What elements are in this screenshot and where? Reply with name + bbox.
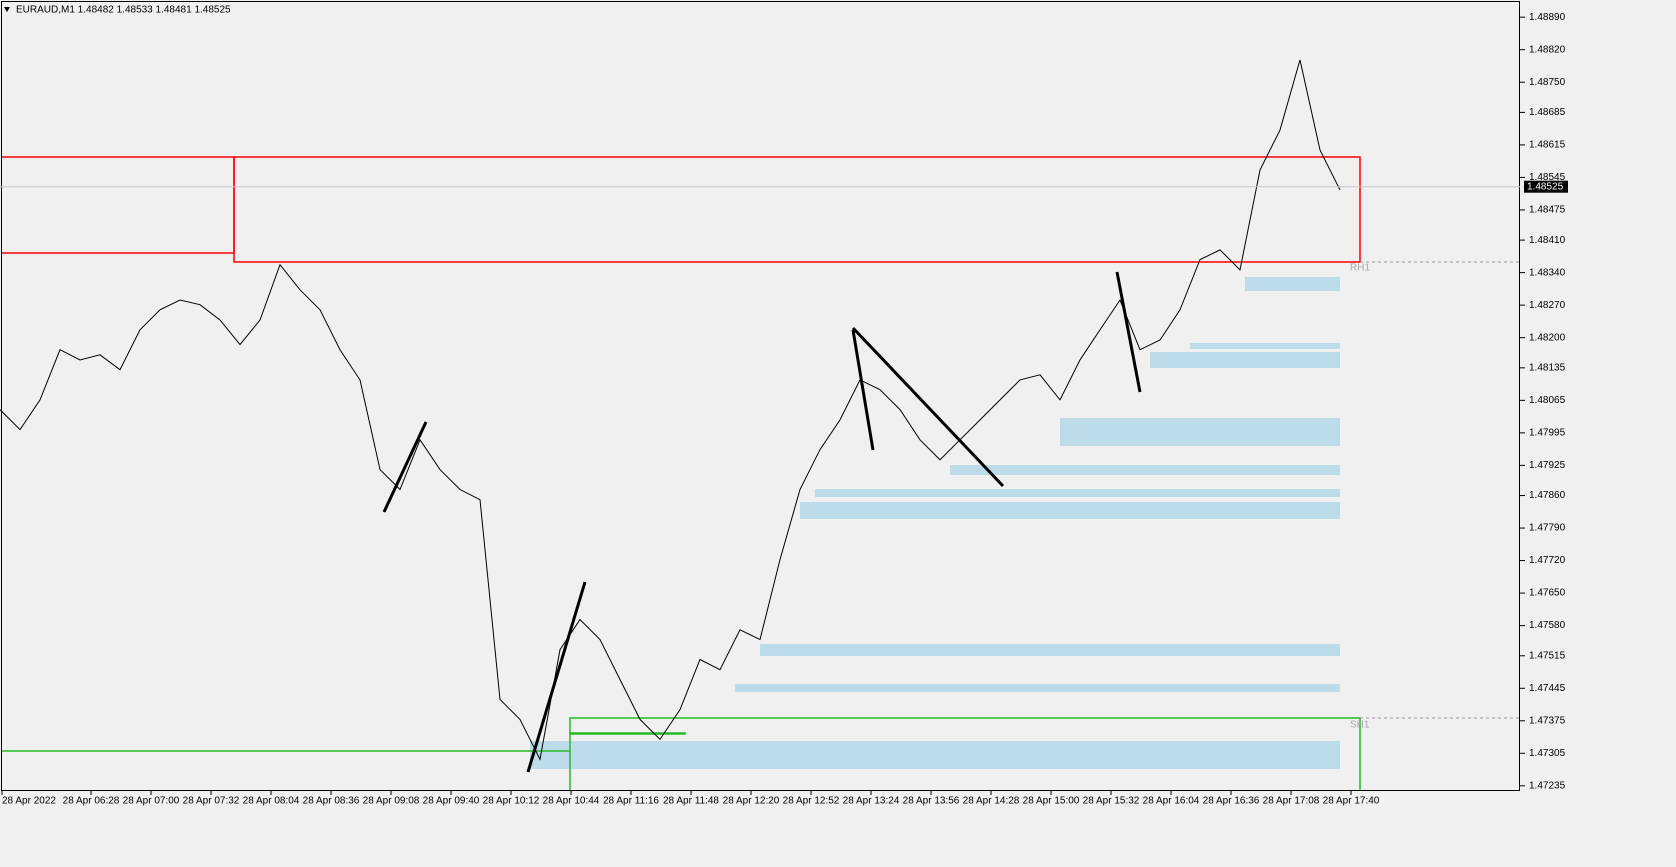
y-tick-label: 1.48410	[1529, 235, 1566, 246]
x-tick-label: 28 Apr 08:36	[303, 796, 360, 807]
zone	[800, 502, 1340, 519]
x-tick-label: 28 Apr 08:04	[243, 796, 300, 807]
menu-arrow[interactable]	[4, 7, 10, 12]
support-rect	[569, 717, 1361, 790]
y-tick-label: 1.47720	[1529, 555, 1566, 566]
y-tick-label: 1.48750	[1529, 77, 1566, 88]
y-tick-label: 1.48475	[1529, 205, 1566, 216]
x-tick-label: 28 Apr 13:24	[843, 796, 900, 807]
annotation: RH1	[1350, 263, 1370, 274]
x-tick-label: 28 Apr 11:48	[663, 796, 719, 807]
zone	[815, 489, 1340, 497]
y-tick-label: 1.47925	[1529, 460, 1566, 471]
zone	[950, 465, 1340, 475]
x-tick-label: 28 Apr 10:12	[483, 796, 540, 807]
trend-line	[851, 329, 875, 451]
y-tick-label: 1.47235	[1529, 780, 1566, 791]
y-tick-label: 1.47445	[1529, 683, 1566, 694]
zone	[760, 644, 1340, 656]
resistance-left	[2, 156, 235, 254]
y-tick-label: 1.48890	[1529, 12, 1566, 23]
x-tick-label: 28 Apr 06:28	[63, 796, 120, 807]
y-tick-label: 1.47580	[1529, 620, 1566, 631]
zone	[1190, 343, 1340, 349]
x-tick-label: 28 Apr 10:44	[543, 796, 600, 807]
x-tick-label: 28 Apr 15:00	[1023, 796, 1080, 807]
y-tick-label: 1.48615	[1529, 140, 1566, 151]
plot-frame	[1, 1, 1520, 791]
y-tick-label: 1.48135	[1529, 362, 1566, 373]
trend-lines	[382, 271, 1142, 773]
zones	[530, 277, 1340, 769]
zone	[735, 684, 1340, 692]
x-tick-label: 28 Apr 11:16	[603, 796, 659, 807]
y-tick-label: 1.48820	[1529, 44, 1566, 55]
y-tick-label: 1.48065	[1529, 395, 1566, 406]
chart-title: EURAUD,M1 1.48482 1.48533 1.48481 1.4852…	[16, 5, 231, 16]
y-tick-label: 1.47650	[1529, 588, 1566, 599]
trend-line	[526, 581, 587, 773]
trend-line	[851, 326, 1005, 488]
y-tick-label: 1.47790	[1529, 523, 1566, 534]
x-tick-label: 28 Apr 2022	[2, 796, 56, 807]
y-tick-label: 1.47995	[1529, 427, 1566, 438]
trend-line	[1115, 271, 1142, 393]
zone	[1245, 277, 1340, 291]
x-tick-label: 28 Apr 12:20	[723, 796, 780, 807]
x-tick-label: 28 Apr 15:32	[1083, 796, 1140, 807]
y-tick-label: 1.47375	[1529, 715, 1566, 726]
annotation: SH1	[1350, 720, 1370, 731]
x-tick-label: 28 Apr 07:32	[183, 796, 240, 807]
x-tick-label: 28 Apr 16:36	[1203, 796, 1260, 807]
x-tick-label: 28 Apr 09:40	[423, 796, 480, 807]
current-price-label: 1.48525	[1527, 181, 1564, 192]
price-line	[0, 59, 1341, 761]
x-tick-label: 28 Apr 17:08	[1263, 796, 1320, 807]
x-tick-label: 28 Apr 12:52	[783, 796, 840, 807]
support-small	[569, 732, 686, 735]
zone	[1060, 418, 1340, 446]
y-tick-label: 1.48545	[1529, 172, 1566, 183]
x-tick-label: 28 Apr 16:04	[1143, 796, 1200, 807]
zone	[1150, 352, 1340, 368]
y-tick-label: 1.48340	[1529, 267, 1566, 278]
x-tick-label: 28 Apr 14:28	[963, 796, 1020, 807]
x-tick-label: 28 Apr 17:40	[1323, 796, 1380, 807]
support-box	[2, 717, 1361, 790]
y-tick-label: 1.48685	[1529, 107, 1566, 118]
x-tick-label: 28 Apr 07:00	[123, 796, 180, 807]
zone	[530, 741, 1340, 769]
trend-line	[382, 421, 428, 513]
y-tick-label: 1.47515	[1529, 650, 1566, 661]
y-tick-label: 1.47860	[1529, 490, 1566, 501]
y-tick-label: 1.48270	[1529, 300, 1566, 311]
y-tick-label: 1.48200	[1529, 332, 1566, 343]
x-tick-label: 28 Apr 13:56	[903, 796, 960, 807]
current-price-box	[1524, 180, 1568, 193]
resistance-box	[2, 156, 1361, 263]
y-tick-label: 1.47305	[1529, 748, 1566, 759]
x-tick-label: 28 Apr 09:08	[363, 796, 420, 807]
